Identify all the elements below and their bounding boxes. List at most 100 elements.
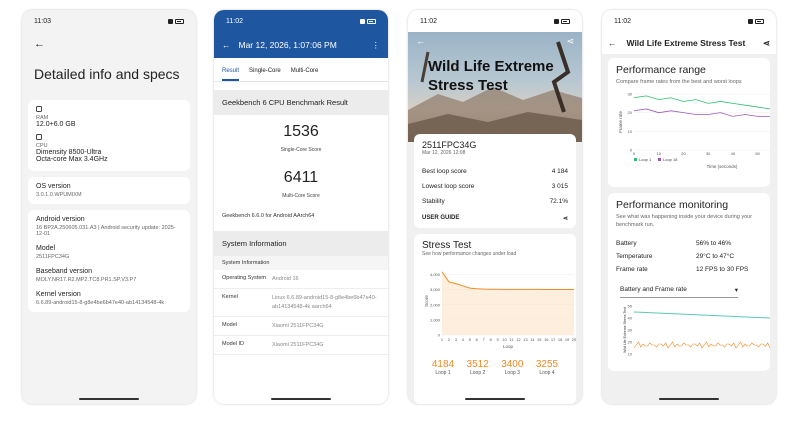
lowest-loop-label: Lowest loop score [422,183,475,190]
result-date: Mar 12, 2026, 1:07:06 PM [238,40,337,50]
y-tick-label: 0 [438,333,441,338]
user-guide-link[interactable]: USER GUIDE [422,215,460,221]
notification-icon [554,18,559,24]
more-menu-icon[interactable]: ⋮ [371,39,381,50]
stress-title: Stress Test [422,240,472,251]
share-icon[interactable]: ⋖ [566,36,574,46]
battery-icon [175,18,184,24]
row-key: Operating System [222,275,267,281]
x-tick-label: 11 [509,337,514,342]
x-tick-label: 1 [441,337,444,342]
x-tick-label: 12 [516,337,521,342]
page-title: Wild Life Extreme Stress Test [626,38,746,48]
loop-value: 4184 [431,359,455,370]
row-key: Frame rate [616,266,648,274]
tab-multi-core[interactable]: Multi-Core [290,68,319,74]
x-tick-label: 7 [483,337,486,342]
y-tick-label: 20 [628,340,633,345]
row-value: Xiaomi 2511FPC34G [272,342,324,348]
share-icon[interactable]: ⋖ [562,216,568,222]
list-item: Temperature 29°C to 47°C [616,250,762,263]
status-bar: 11:02 [214,10,388,32]
loop-score[interactable]: 3255 Loop 4 [529,357,564,378]
loop-score[interactable]: 3400 Loop 3 [495,357,530,378]
hero-title: Wild Life Extreme Stress Test [428,58,554,94]
phone-3dmark-summary: 11:02 ← ⋖ Wild Life Extreme Stress Test … [408,10,582,404]
loop-score[interactable]: 4184 Loop 1 [426,357,460,378]
stability-label: Stability [422,198,445,205]
x-tick-label: 0 [633,151,636,156]
row-key: Model ID [222,341,245,347]
system-info-header: System Information [214,231,388,256]
x-tick-label: 3 [455,337,458,342]
page-title: Detailed info and specs [34,66,180,82]
x-tick-label: 4 [462,337,465,342]
multi-score-value: 6411 [283,169,319,186]
chevron-down-icon: ▾ [734,287,738,295]
lowest-loop-row: Lowest loop score 3 015 [422,179,568,194]
row-key: Model [222,321,237,328]
tab-single-core[interactable]: Single-Core [249,68,281,74]
x-tick-label: 19 [565,337,570,342]
x-axis-label: Loop [503,344,514,349]
back-arrow-icon[interactable]: ← [608,38,617,48]
x-tick-label: 20 [572,337,577,342]
baseband-value: MOLY.NR17.R2.MP2.TC8.PR1.SP.V3.P7 [36,277,137,283]
x-tick-label: 40 [731,151,736,156]
ram-value: 12.0+6.0 GB [36,121,76,128]
cpu-detail: Octa-core Max 3.4GHz [36,156,108,163]
battery-icon [755,18,764,24]
best-loop-value: 4 184 [551,168,568,175]
memory-icon [36,106,42,112]
x-tick-label: 30 [706,151,711,156]
phone-3dmark-detail: 11:02 ← Wild Life Extreme Stress Test ⋖ Pe… [602,10,776,404]
legend-swatch [658,158,661,162]
x-tick-label: 2 [448,337,451,342]
row-value: Xiaomi 2511FPC34G [272,322,324,329]
loop-scores: 4184 Loop 1 3512 Loop 2 3400 Loop 3 3255 Loo… [422,357,568,378]
loop-score[interactable]: 3512 Loop 2 [460,357,495,378]
back-arrow-icon[interactable]: ← [34,38,45,50]
tab-result[interactable]: Result [222,68,240,81]
back-arrow-icon[interactable]: ← [222,40,231,50]
home-indicator [79,398,139,400]
cpu-label: CPU [36,143,48,149]
spec-card: Android version 16 BP2A.250605.031.A3 | A… [28,210,190,312]
kernel-value: 6.6.89-android15-8-g8e4be6b47e40-ab14134… [36,300,165,306]
phone-device-info: 11:03 ← Detailed info and specs RAM 12.0… [22,10,196,404]
os-version-card[interactable]: OS version 3.0.1.0.WPUMIXM [28,177,190,204]
lowest-loop-value: 3 015 [551,183,568,190]
loop-value: 3255 [535,359,559,370]
table-row: Model Xiaomi 2511FPC34G [214,317,388,336]
home-indicator [271,398,331,400]
row-value: 56% to 46% [696,240,732,248]
series-line [633,108,770,118]
status-time: 11:02 [614,17,631,25]
system-info-subheader: System Information [214,256,388,270]
hero-banner: ← ⋖ Wild Life Extreme Stress Test [408,32,582,142]
y-tick-label: 30 [628,92,633,97]
row-value: Android 16 [272,276,299,282]
single-core-score: 1536 Single-Core Score [214,115,388,161]
y-tick-label: 50 [628,304,633,309]
geekbench-version: Geekbench 6.6.0 for Android AArch64 [222,213,315,219]
y-tick-label: 20 [628,111,633,116]
status-bar: 11:02 [408,10,582,32]
cpu-icon [36,134,42,140]
tab-bar: Result Single-Core Multi-Core [214,58,388,82]
loop-label: Loop 1 [435,370,451,376]
run-date: Mar 12, 2026 12:08 [422,150,466,156]
metric-dropdown[interactable]: Battery and Frame rate ▾ [620,286,738,299]
benchmark-section-header: Geekbench 6 CPU Benchmark Result [214,90,388,115]
single-score-value: 1536 [283,123,319,140]
stress-test-card: Stress Test See how performance changes … [414,234,577,404]
status-time: 11:03 [34,17,51,25]
user-guide-row: USER GUIDE ⋖ [422,215,568,222]
x-tick-label: 5 [469,337,472,342]
status-bar: 11:03 [22,10,196,32]
share-icon[interactable]: ⋖ [762,37,770,48]
back-arrow-icon[interactable]: ← [416,36,425,46]
status-bar: 11:02 [602,10,776,32]
result-card: 2511FPC34G Mar 12, 2026 12:08 Best loop … [414,134,576,228]
multi-score-label: Multi-Core Score [282,193,320,199]
